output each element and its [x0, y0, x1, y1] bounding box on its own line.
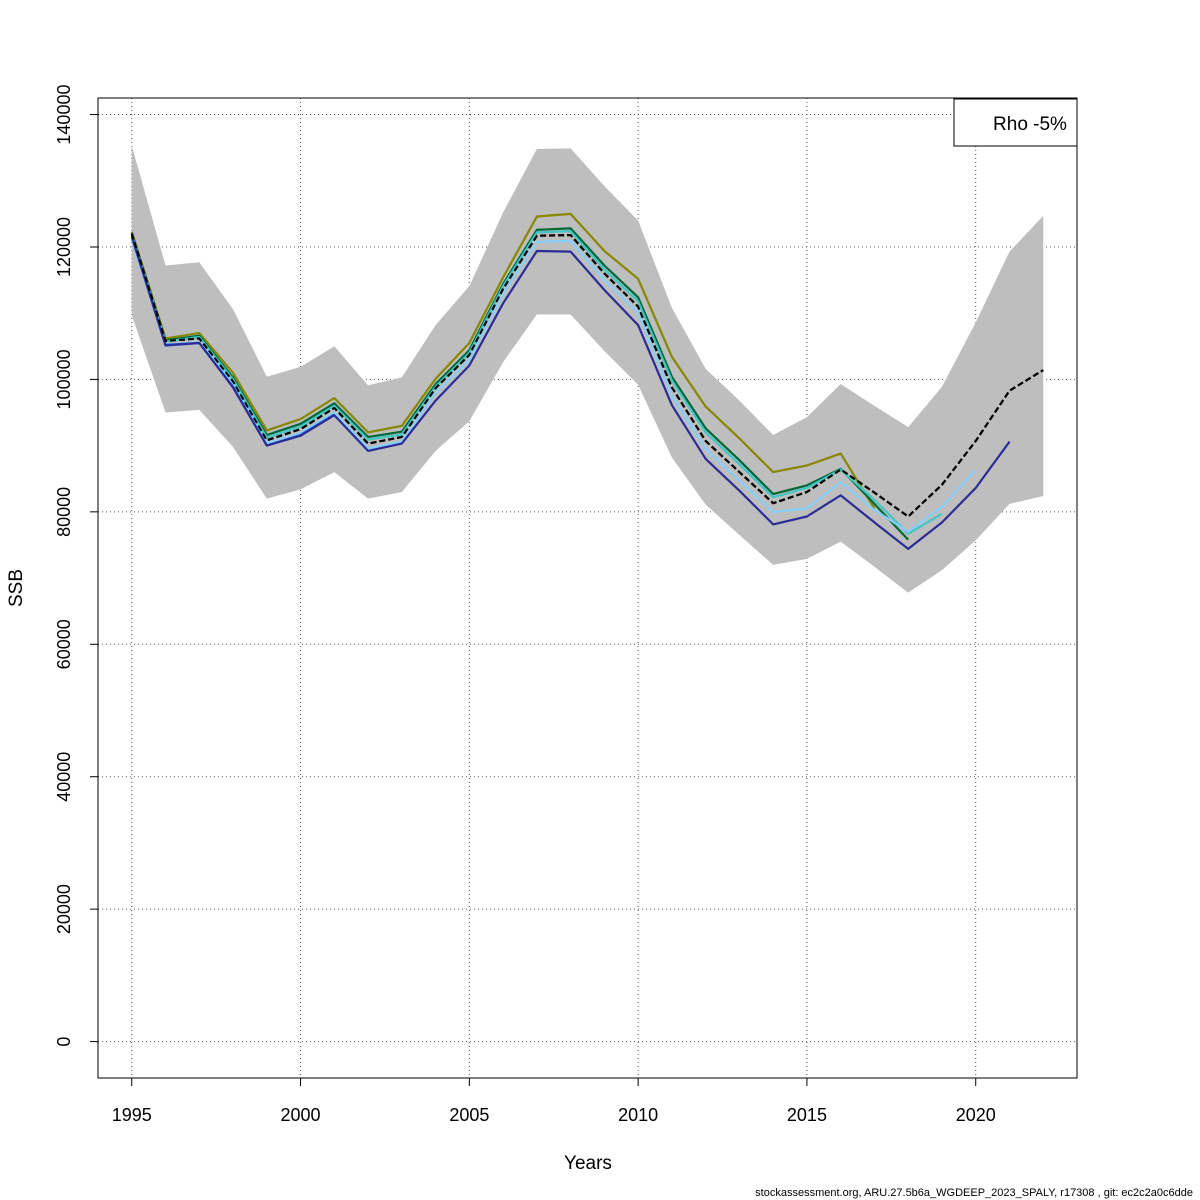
x-tick-label: 2015	[787, 1105, 827, 1125]
x-tick-label: 2005	[449, 1105, 489, 1125]
legend: Rho -5%	[953, 98, 1078, 147]
series-layer	[130, 212, 1044, 550]
y-tick-label: 80000	[54, 487, 74, 537]
x-tick-label: 2020	[956, 1105, 996, 1125]
series-line-4	[130, 238, 977, 533]
x-tick-label: 2010	[618, 1105, 658, 1125]
confidence-band	[131, 145, 1044, 593]
y-tick-label: 60000	[54, 619, 74, 669]
x-tick-label: 1995	[112, 1105, 152, 1125]
grid	[98, 98, 1077, 1078]
series-line-2	[130, 227, 909, 541]
legend-entry: Rho -5%	[993, 114, 1067, 135]
y-tick-label: 40000	[54, 752, 74, 802]
y-axis: 0 20000 40000 60000 80000 100000 120000 140000	[54, 85, 98, 1047]
y-axis-title: SSB	[6, 569, 27, 607]
y-tick-label: 0	[54, 1037, 74, 1047]
y-tick-label: 120000	[54, 217, 74, 277]
confidence-band-layer	[131, 145, 1044, 593]
x-tick-label: 2000	[281, 1105, 321, 1125]
legend-box	[953, 98, 1078, 147]
series-line-estimate	[130, 233, 1044, 518]
plot-frame	[97, 97, 1078, 1079]
y-tick-label: 20000	[54, 884, 74, 934]
y-tick-label: 100000	[54, 349, 74, 409]
footer-text: stockassessment.org, ARU.27.5b6a_WGDEEP_…	[755, 1187, 1193, 1199]
x-axis: 1995 2000 2005 2010 2015 2020	[112, 1078, 996, 1125]
x-axis-title: Years	[564, 1153, 612, 1174]
y-tick-label: 140000	[54, 85, 74, 145]
series-line-6	[130, 235, 1011, 550]
series-line-3	[130, 230, 943, 535]
series-line-1	[130, 212, 876, 510]
